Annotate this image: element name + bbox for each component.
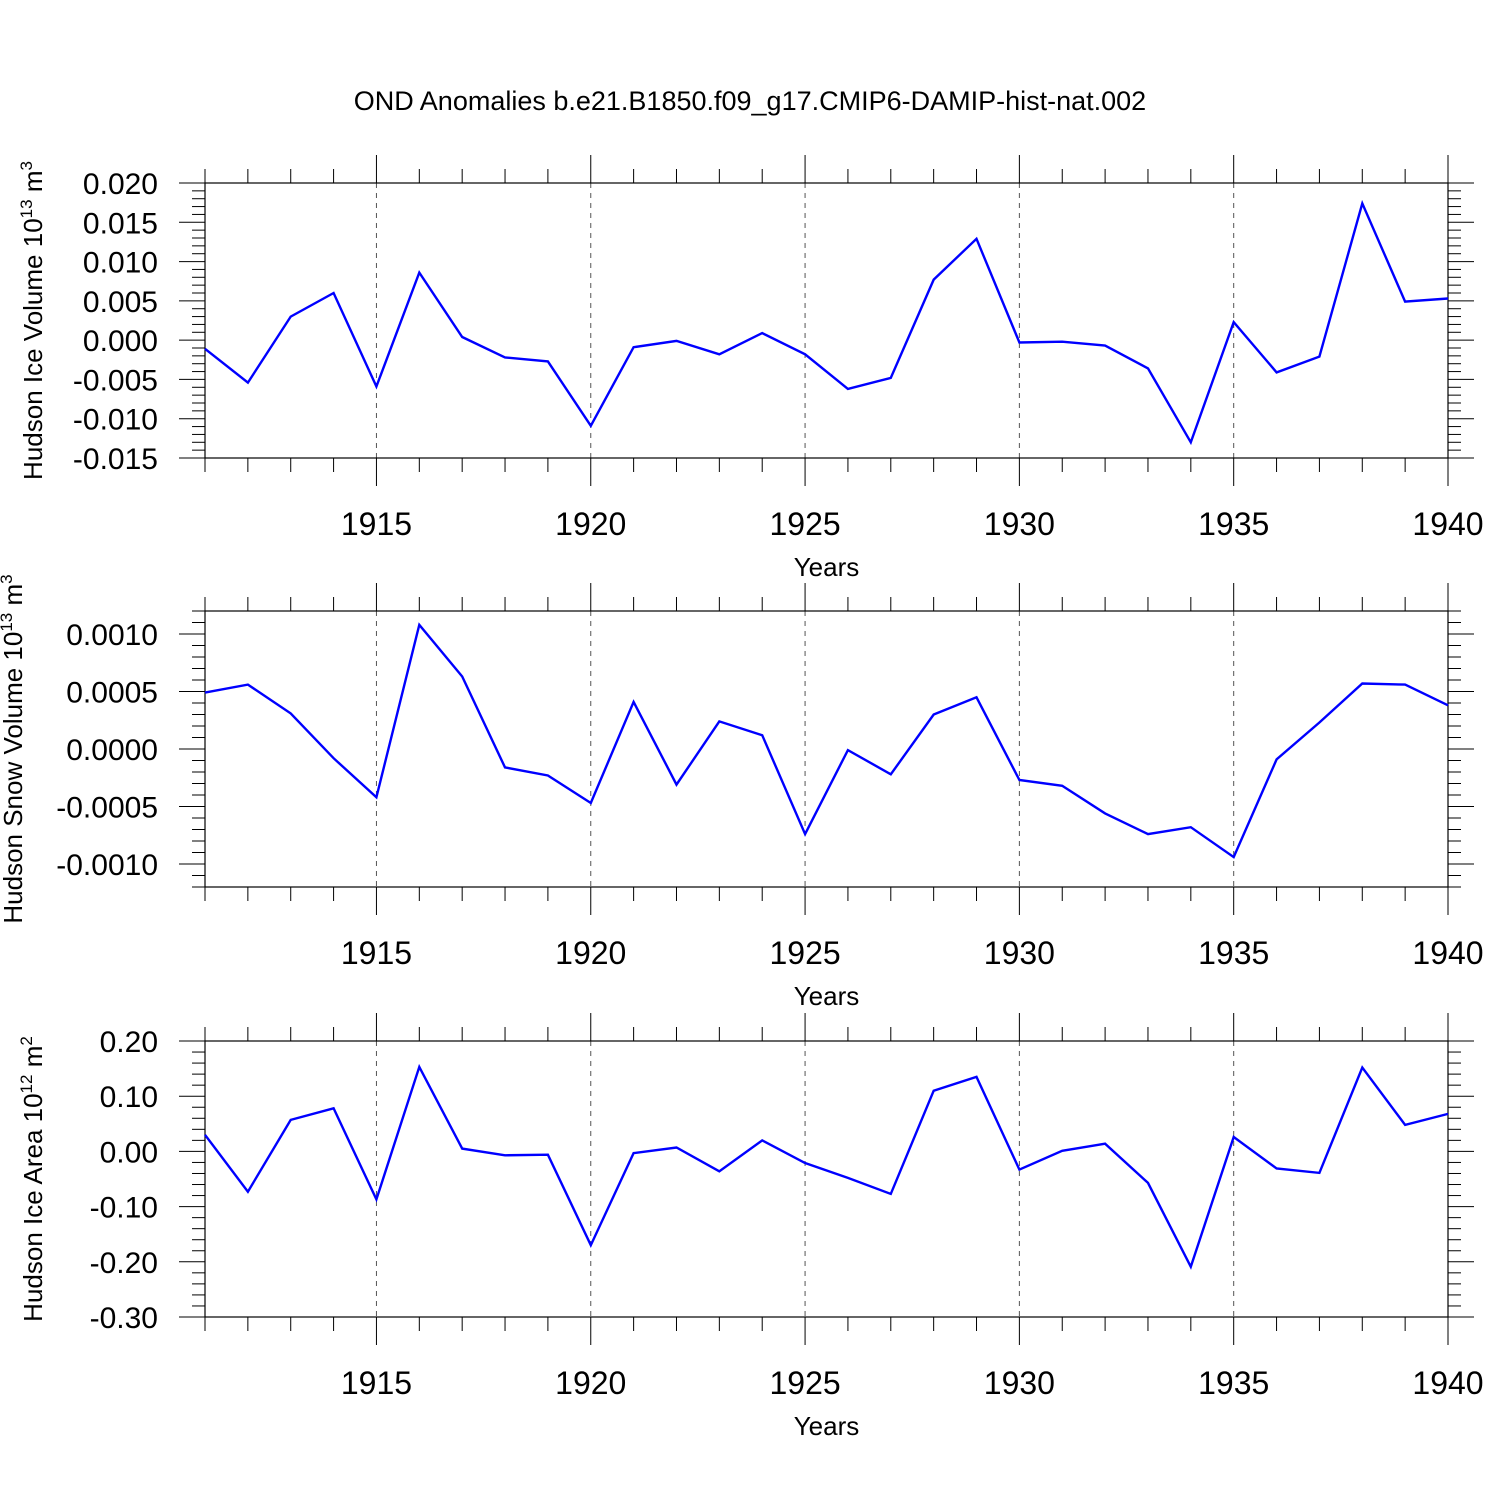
y-tick-label: -0.30: [90, 1302, 158, 1335]
x-tick-label: 1930: [984, 935, 1055, 971]
panel-2: 0.0010 0.0005 0.0000 -0.0005 -0.0010 1915 1920…: [0, 574, 1484, 1011]
y-tick-label: 0.00: [100, 1136, 158, 1169]
x-tick-label: 1920: [555, 935, 626, 971]
y-axis-label: Hudson Snow Volume 1013 m3: [0, 574, 28, 923]
y-axis-label-unit-exponent: 3: [17, 161, 36, 170]
x-tick-label: 1915: [341, 506, 412, 542]
y-axis-label-base: Hudson Ice Volume 10: [18, 218, 48, 480]
y-tick-label: 0.0005: [66, 677, 158, 710]
y-axis-label-unit-exponent: 2: [17, 1036, 36, 1045]
x-tick-label: 1920: [555, 506, 626, 542]
x-tick-label: 1940: [1412, 1365, 1483, 1401]
x-axis-label: Years: [794, 1411, 860, 1441]
x-tick-label: 1925: [769, 506, 840, 542]
y-tick-label: -0.0010: [56, 849, 158, 882]
y-tick-label: 0.0010: [66, 619, 158, 652]
x-tick-label: 1915: [341, 935, 412, 971]
chart-title: OND Anomalies b.e21.B1850.f09_g17.CMIP6-…: [354, 86, 1146, 116]
y-axis-label-base: Hudson Ice Area 10: [18, 1093, 48, 1321]
x-tick-label: 1925: [769, 935, 840, 971]
x-tick-label: 1930: [984, 506, 1055, 542]
y-axis-label: Hudson Ice Volume 1013 m3: [17, 161, 48, 480]
y-tick-label: -0.20: [90, 1247, 158, 1280]
plot-frame: [204, 1040, 1449, 1318]
y-tick-label: 0.005: [83, 286, 158, 319]
y-tick-label: 0.020: [83, 168, 158, 201]
y-tick-label: 0.000: [83, 325, 158, 358]
y-axis-label-exponent: 13: [17, 199, 36, 218]
panels: 0.020 0.015 0.010 0.005 0.000 -0.005 -0.010 -0.…: [0, 155, 1484, 1441]
panel-1: 0.020 0.015 0.010 0.005 0.000 -0.005 -0.010 -0.…: [17, 155, 1484, 582]
x-tick-label: 1940: [1412, 506, 1483, 542]
y-axis-label-unit: m: [0, 584, 28, 613]
y-tick-label: 0.10: [100, 1081, 158, 1114]
x-tick-label: 1930: [984, 1365, 1055, 1401]
y-axis-label-exponent: 13: [0, 613, 16, 632]
y-tick-label: 0.015: [83, 207, 158, 240]
y-tick-label: -0.015: [73, 443, 158, 476]
y-tick-label: -0.010: [73, 404, 158, 437]
y-axis-label-unit-exponent: 3: [0, 574, 16, 583]
plot-frame: [204, 610, 1449, 888]
x-tick-label: 1935: [1198, 935, 1269, 971]
x-axis-label: Years: [794, 981, 860, 1011]
series-line: [204, 1063, 1449, 1270]
y-axis-label-base: Hudson Snow Volume 10: [0, 632, 28, 924]
series-line: [204, 622, 1449, 859]
y-axis-label: Hudson Ice Area 1012 m2: [17, 1036, 48, 1322]
x-tick-label: 1935: [1198, 1365, 1269, 1401]
panel-3: 0.20 0.10 0.00 -0.10 -0.20 -0.30 1915 1920 1925 1…: [17, 1013, 1484, 1441]
y-tick-label: 0.0000: [66, 734, 158, 767]
y-tick-label: -0.0005: [56, 792, 158, 825]
x-axis-label: Years: [794, 552, 860, 582]
x-tick-label: 1940: [1412, 935, 1483, 971]
x-tick-label: 1915: [341, 1365, 412, 1401]
x-tick-label: 1920: [555, 1365, 626, 1401]
y-axis-label-unit: m: [18, 1046, 48, 1075]
y-tick-label: 0.010: [83, 247, 158, 280]
y-axis-label-unit: m: [18, 171, 48, 200]
y-tick-label: -0.10: [90, 1192, 158, 1225]
y-tick-label: -0.005: [73, 364, 158, 397]
y-tick-label: 0.20: [100, 1026, 158, 1059]
series-line: [204, 199, 1449, 446]
x-tick-label: 1935: [1198, 506, 1269, 542]
y-axis-label-exponent: 12: [17, 1075, 36, 1094]
x-tick-label: 1925: [769, 1365, 840, 1401]
plot-frame: [204, 182, 1449, 459]
